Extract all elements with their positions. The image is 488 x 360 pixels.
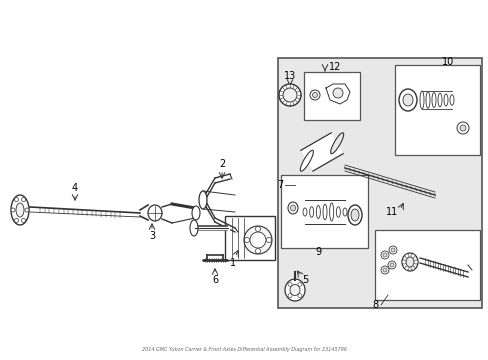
Circle shape <box>244 238 249 243</box>
Circle shape <box>21 219 25 222</box>
Ellipse shape <box>11 195 29 225</box>
Text: 10: 10 <box>441 57 453 67</box>
Circle shape <box>15 219 19 222</box>
Text: 3: 3 <box>149 231 155 241</box>
Ellipse shape <box>350 209 358 221</box>
Ellipse shape <box>402 94 412 106</box>
Circle shape <box>266 238 271 243</box>
Ellipse shape <box>190 220 198 236</box>
Text: 12: 12 <box>328 62 341 72</box>
Ellipse shape <box>285 279 305 301</box>
Circle shape <box>11 208 15 212</box>
Circle shape <box>312 93 317 98</box>
Ellipse shape <box>16 203 24 217</box>
Circle shape <box>410 254 414 258</box>
Ellipse shape <box>437 93 441 107</box>
Circle shape <box>287 294 291 298</box>
Circle shape <box>380 251 388 259</box>
Ellipse shape <box>405 257 413 267</box>
Circle shape <box>309 90 319 100</box>
Circle shape <box>388 246 396 254</box>
Ellipse shape <box>336 207 340 217</box>
Circle shape <box>382 268 386 272</box>
Circle shape <box>255 248 260 253</box>
Circle shape <box>244 226 271 254</box>
Ellipse shape <box>329 203 333 221</box>
Polygon shape <box>325 84 349 104</box>
Ellipse shape <box>303 208 306 216</box>
Ellipse shape <box>431 93 435 108</box>
Circle shape <box>297 282 301 286</box>
Ellipse shape <box>309 207 313 217</box>
Text: 4: 4 <box>72 183 78 193</box>
Circle shape <box>459 125 465 131</box>
Text: 5: 5 <box>301 275 307 285</box>
Bar <box>394 65 479 155</box>
Ellipse shape <box>443 94 447 106</box>
Text: 2014 GMC Yukon Carrier & Front Axles Differential Assembly Diagram for 23145796: 2014 GMC Yukon Carrier & Front Axles Dif… <box>141 347 346 352</box>
Circle shape <box>380 266 388 274</box>
Ellipse shape <box>449 95 453 105</box>
Ellipse shape <box>199 191 206 209</box>
Circle shape <box>404 266 408 270</box>
Ellipse shape <box>316 206 320 219</box>
Ellipse shape <box>290 205 295 211</box>
Ellipse shape <box>287 202 297 214</box>
Ellipse shape <box>279 84 301 106</box>
Text: 8: 8 <box>371 300 377 310</box>
Ellipse shape <box>300 150 313 171</box>
Circle shape <box>382 253 386 257</box>
Ellipse shape <box>425 92 429 108</box>
Text: 6: 6 <box>211 275 218 285</box>
Ellipse shape <box>347 205 361 225</box>
Circle shape <box>255 226 260 231</box>
Circle shape <box>401 260 405 264</box>
Circle shape <box>25 208 29 212</box>
Circle shape <box>287 282 291 286</box>
Circle shape <box>390 248 394 252</box>
Circle shape <box>389 263 393 267</box>
Bar <box>278 58 481 308</box>
Bar <box>281 175 367 248</box>
Bar <box>374 230 479 300</box>
Circle shape <box>413 260 417 264</box>
Text: 1: 1 <box>229 258 236 268</box>
Text: 9: 9 <box>314 247 321 257</box>
Circle shape <box>410 266 414 270</box>
Polygon shape <box>300 133 343 171</box>
Circle shape <box>249 232 265 248</box>
Ellipse shape <box>401 253 417 271</box>
Circle shape <box>21 198 25 202</box>
Circle shape <box>332 88 342 98</box>
Text: 7: 7 <box>276 180 283 190</box>
Ellipse shape <box>283 88 296 102</box>
Circle shape <box>15 198 19 202</box>
Ellipse shape <box>192 206 200 220</box>
Ellipse shape <box>342 208 346 216</box>
Circle shape <box>387 261 395 269</box>
Circle shape <box>404 254 408 258</box>
Ellipse shape <box>289 284 299 296</box>
Ellipse shape <box>148 205 162 221</box>
Ellipse shape <box>330 133 343 154</box>
Ellipse shape <box>323 204 326 220</box>
Ellipse shape <box>419 91 423 109</box>
Ellipse shape <box>398 89 416 111</box>
Text: 11: 11 <box>385 207 397 217</box>
Text: 2: 2 <box>219 159 224 169</box>
Bar <box>224 216 274 260</box>
Bar <box>304 72 359 120</box>
Text: 13: 13 <box>284 71 296 81</box>
Circle shape <box>456 122 468 134</box>
Circle shape <box>297 294 301 298</box>
